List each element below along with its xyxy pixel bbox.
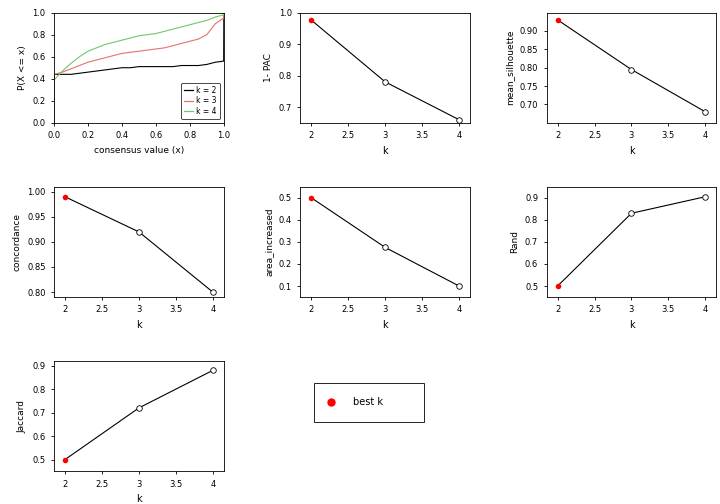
X-axis label: k: k xyxy=(136,494,142,504)
Y-axis label: mean_silhouette: mean_silhouette xyxy=(505,30,514,105)
X-axis label: k: k xyxy=(629,320,634,330)
Y-axis label: 1- PAC: 1- PAC xyxy=(264,53,273,82)
X-axis label: k: k xyxy=(382,320,388,330)
X-axis label: k: k xyxy=(382,146,388,156)
X-axis label: consensus value (x): consensus value (x) xyxy=(94,146,184,155)
X-axis label: k: k xyxy=(136,320,142,330)
Y-axis label: Rand: Rand xyxy=(510,230,519,254)
Y-axis label: area_increased: area_increased xyxy=(264,208,273,276)
Bar xyxy=(314,383,424,422)
Y-axis label: Jaccard: Jaccard xyxy=(18,400,27,432)
Y-axis label: concordance: concordance xyxy=(13,213,22,271)
Text: best k: best k xyxy=(353,397,383,407)
Y-axis label: P(X <= x): P(X <= x) xyxy=(18,45,27,90)
Legend: k = 2, k = 3, k = 4: k = 2, k = 3, k = 4 xyxy=(181,83,220,119)
X-axis label: k: k xyxy=(629,146,634,156)
